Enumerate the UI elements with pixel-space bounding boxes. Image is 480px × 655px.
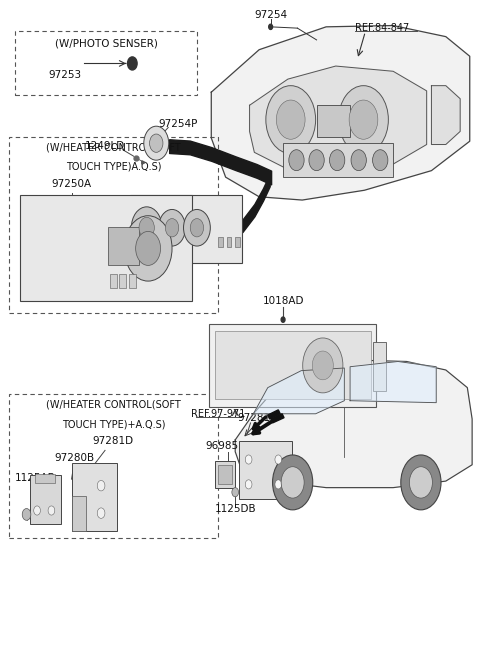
Bar	[72, 463, 117, 531]
Text: 97281D: 97281D	[238, 413, 279, 422]
Polygon shape	[253, 368, 344, 414]
Text: TOUCH TYPE)+A.Q.S): TOUCH TYPE)+A.Q.S)	[61, 419, 165, 429]
Polygon shape	[235, 360, 472, 487]
Text: REF.84-847: REF.84-847	[355, 23, 409, 33]
Circle shape	[303, 338, 343, 393]
Circle shape	[97, 481, 105, 491]
Circle shape	[150, 134, 163, 153]
Bar	[110, 274, 117, 288]
Text: 97281D: 97281D	[93, 436, 134, 446]
Bar	[30, 475, 61, 523]
Circle shape	[245, 480, 252, 489]
Bar	[218, 236, 223, 247]
Circle shape	[289, 150, 304, 171]
Text: REF.97-971: REF.97-971	[191, 409, 246, 419]
Circle shape	[22, 508, 31, 520]
Text: 97250A: 97250A	[51, 179, 92, 189]
Circle shape	[158, 210, 185, 246]
Text: (W/HEATER CONTROL(SOFT: (W/HEATER CONTROL(SOFT	[46, 142, 181, 152]
Circle shape	[139, 217, 155, 238]
Circle shape	[309, 150, 324, 171]
Text: 1125DB: 1125DB	[215, 504, 256, 514]
Text: 1018AD: 1018AD	[104, 195, 146, 205]
Circle shape	[165, 219, 179, 237]
Bar	[108, 227, 140, 265]
Text: 96985: 96985	[205, 441, 239, 451]
Circle shape	[351, 150, 366, 171]
Bar	[35, 474, 55, 483]
Circle shape	[232, 487, 239, 496]
Circle shape	[275, 480, 282, 489]
Bar	[218, 466, 232, 483]
Circle shape	[329, 150, 345, 171]
Circle shape	[266, 86, 316, 154]
Bar	[283, 143, 393, 177]
Text: 97253: 97253	[48, 70, 82, 80]
Bar	[227, 236, 231, 247]
Polygon shape	[432, 86, 460, 145]
Text: 97254: 97254	[254, 10, 287, 20]
Circle shape	[281, 317, 285, 322]
Bar	[235, 236, 240, 247]
Circle shape	[269, 24, 273, 29]
Text: 97254P: 97254P	[158, 119, 197, 128]
Circle shape	[338, 86, 388, 154]
Bar	[317, 105, 350, 137]
Polygon shape	[271, 414, 284, 423]
Circle shape	[132, 207, 162, 249]
Text: (W/HEATER CONTROL(SOFT: (W/HEATER CONTROL(SOFT	[46, 400, 181, 409]
Text: (W/PHOTO SENSER): (W/PHOTO SENSER)	[55, 39, 157, 49]
Bar	[120, 274, 126, 288]
Bar	[130, 195, 242, 263]
Circle shape	[245, 455, 252, 464]
Circle shape	[401, 455, 441, 510]
Bar	[72, 496, 86, 531]
Circle shape	[349, 100, 378, 140]
Circle shape	[183, 210, 210, 246]
Circle shape	[276, 100, 305, 140]
Bar	[372, 342, 386, 391]
Circle shape	[136, 231, 160, 265]
Bar	[215, 462, 235, 487]
Circle shape	[372, 150, 388, 171]
Circle shape	[146, 208, 151, 214]
Text: 1018AD: 1018AD	[263, 296, 304, 307]
Text: TOUCH TYPE)A.Q.S): TOUCH TYPE)A.Q.S)	[66, 162, 161, 172]
Circle shape	[128, 57, 137, 70]
Circle shape	[281, 467, 304, 498]
Polygon shape	[268, 410, 280, 419]
Bar	[215, 331, 371, 400]
Circle shape	[124, 215, 172, 281]
Circle shape	[34, 506, 40, 515]
Circle shape	[275, 455, 282, 464]
Bar	[239, 441, 292, 498]
Bar	[209, 324, 376, 407]
Circle shape	[409, 467, 432, 498]
Circle shape	[312, 351, 333, 380]
Bar	[20, 195, 192, 301]
Text: 97250A: 97250A	[59, 229, 99, 239]
Circle shape	[97, 508, 105, 518]
Circle shape	[190, 219, 204, 237]
Circle shape	[48, 506, 55, 515]
Circle shape	[144, 126, 168, 160]
Polygon shape	[211, 26, 470, 200]
Polygon shape	[350, 362, 436, 403]
Text: 1125AB: 1125AB	[15, 473, 56, 483]
Text: 1249LD: 1249LD	[85, 141, 125, 151]
Circle shape	[273, 455, 313, 510]
Bar	[129, 274, 136, 288]
Text: 97280B: 97280B	[55, 453, 95, 463]
Polygon shape	[250, 66, 427, 172]
